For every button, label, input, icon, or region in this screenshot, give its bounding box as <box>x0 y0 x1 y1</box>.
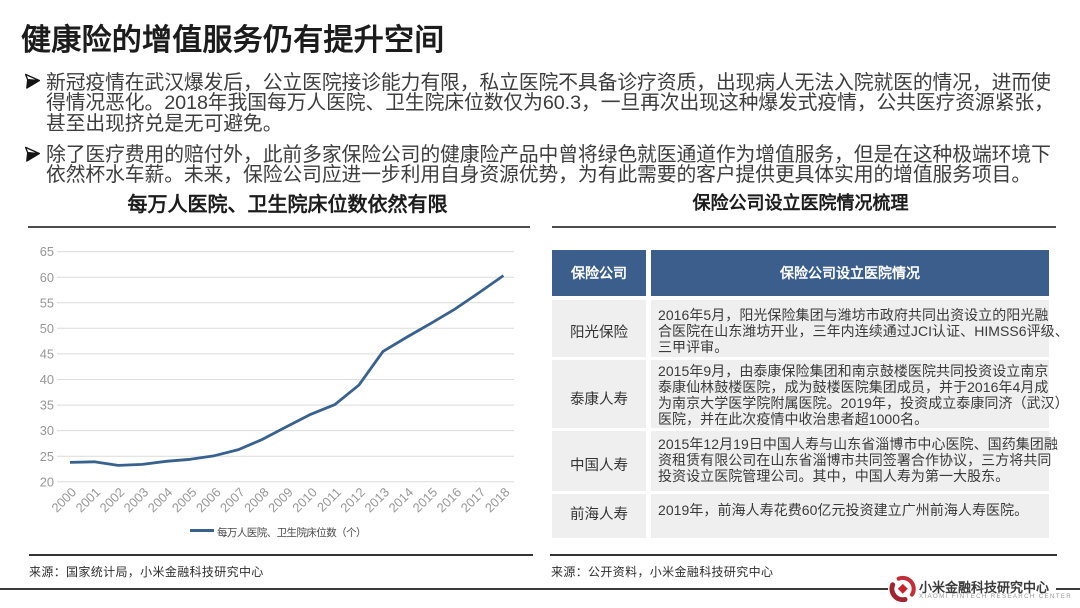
svg-text:2018: 2018 <box>482 485 513 516</box>
svg-text:2015: 2015 <box>410 485 441 516</box>
svg-text:30: 30 <box>40 423 54 438</box>
svg-text:2003: 2003 <box>121 485 152 516</box>
svg-text:50: 50 <box>40 321 54 336</box>
svg-text:2008: 2008 <box>241 485 272 516</box>
svg-text:2017: 2017 <box>458 485 489 516</box>
svg-text:20: 20 <box>40 474 54 489</box>
svg-text:2016: 2016 <box>434 485 465 516</box>
svg-text:45: 45 <box>40 347 54 362</box>
svg-text:2002: 2002 <box>97 485 128 516</box>
svg-text:2009: 2009 <box>265 485 296 516</box>
svg-text:65: 65 <box>40 244 54 259</box>
svg-text:35: 35 <box>40 398 54 413</box>
svg-text:2005: 2005 <box>169 485 200 516</box>
svg-text:2007: 2007 <box>217 485 248 516</box>
svg-text:2006: 2006 <box>193 485 224 516</box>
svg-text:2014: 2014 <box>385 485 416 516</box>
svg-text:2011: 2011 <box>314 485 344 515</box>
svg-text:55: 55 <box>40 295 54 310</box>
svg-text:2004: 2004 <box>145 485 176 516</box>
svg-text:60: 60 <box>40 270 54 285</box>
svg-text:2001: 2001 <box>72 485 103 516</box>
svg-text:2010: 2010 <box>289 485 320 516</box>
svg-text:2012: 2012 <box>337 485 368 516</box>
svg-text:2013: 2013 <box>361 485 392 516</box>
svg-text:25: 25 <box>40 449 54 464</box>
svg-text:40: 40 <box>40 372 54 387</box>
svg-text:每万人医院、卫生院床位数（个）: 每万人医院、卫生院床位数（个） <box>217 526 366 539</box>
